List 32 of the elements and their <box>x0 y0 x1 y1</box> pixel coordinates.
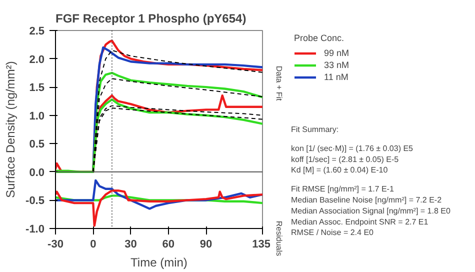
x-tick-label: 90 <box>200 238 212 250</box>
x-tick-label: -30 <box>48 238 64 250</box>
text: Fit Summary: <box>291 124 339 134</box>
text: Data + Fit <box>274 66 284 102</box>
y-tick-label: 1.5 <box>29 82 45 94</box>
text: Median Baseline Noise [ng/mm²] = 7.2 E-2 <box>291 196 442 205</box>
y-tick-label: 0.5 <box>29 138 45 151</box>
y-tick-label: 0.0 <box>29 166 45 179</box>
y-tick-label: 2.0 <box>29 54 45 66</box>
x-tick-label: 30 <box>124 238 137 250</box>
text: kon [1/ (sec·M)] = (1.76 ± 0.03) E5 <box>291 144 414 153</box>
text: Median Assoc. Endpoint SNR = 2.7 E1 <box>291 217 429 226</box>
y-axis-title: Surface Density (ng/mm²) <box>4 61 18 198</box>
text: Residuals <box>274 220 284 256</box>
x-tick-label: 135 <box>252 238 271 250</box>
text: koff [1/sec] = (2.81 ± 0.05) E-5 <box>291 154 400 164</box>
y-tick-label: -0.5 <box>26 195 45 208</box>
x-tick-label: 0 <box>90 238 96 250</box>
x-axis-title: Time (min) <box>130 256 188 270</box>
y-tick-label: 1.0 <box>29 110 45 122</box>
y-tick-label: -1.0 <box>26 224 45 236</box>
legend-title: Probe Conc. <box>294 33 346 43</box>
legend-label: 11 nM <box>324 72 348 82</box>
text: Median Association Signal [ng/mm²] = 1.8 E0 <box>291 206 451 216</box>
legend-label: 99 nM <box>324 48 350 58</box>
text: Fit RMSE [ng/mm²] = 1.7 E-1 <box>291 184 394 194</box>
chart-title: FGF Receptor 1 Phospho (pY654) <box>56 12 246 26</box>
text: Kd [M] = (1.60 ± 0.04) E-10 <box>291 166 388 175</box>
text: RMSE / Noise = 2.4 E0 <box>291 228 374 238</box>
legend-label: 33 nM <box>324 60 350 70</box>
y-tick-label: 2.5 <box>29 26 45 38</box>
x-tick-label: 60 <box>162 238 175 250</box>
